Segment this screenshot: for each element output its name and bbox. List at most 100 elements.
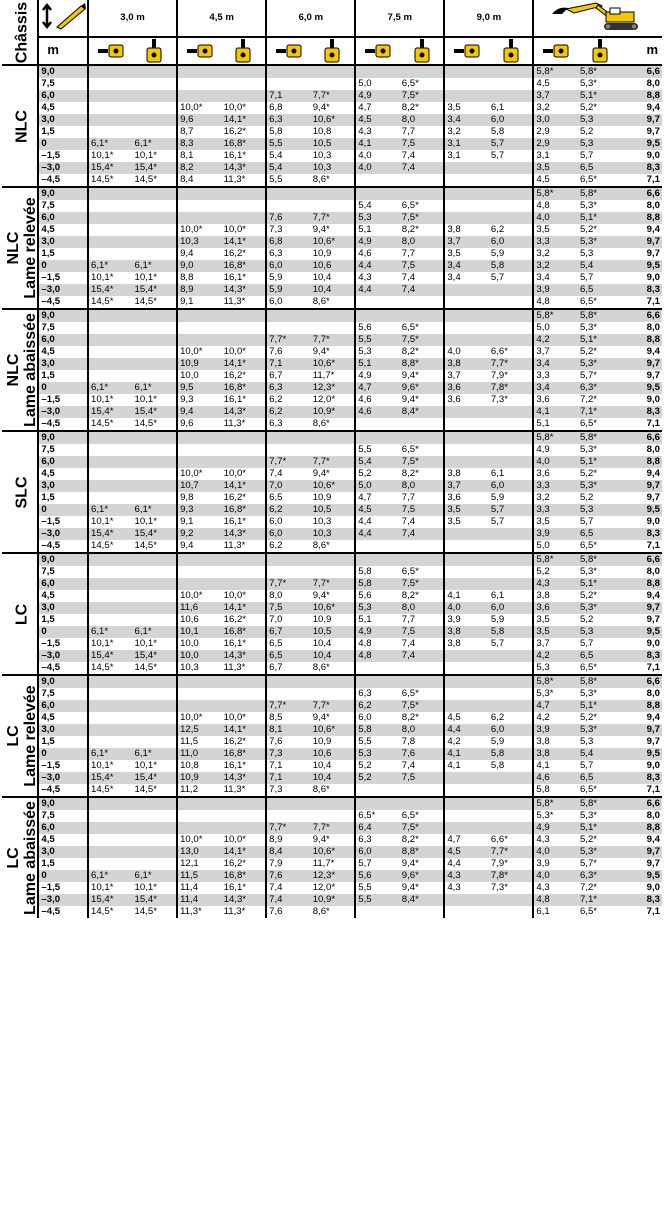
front-capacity-cell: 7,1 [266,90,311,102]
side-capacity-cell: 7,7 [399,126,446,138]
side-capacity-cell: 5,4 [577,260,623,272]
side-capacity-cell: 5,7 [488,504,535,516]
side-capacity-cell: 7,5* [399,578,446,590]
front-capacity-cell: 8,4 [266,846,311,858]
side-capacity-cell [221,822,268,834]
max-reach-cell: 8,0 [646,200,660,211]
height-cell: 4,5 [38,712,90,724]
side-capacity-cell: 16,2* [221,492,268,504]
front-capacity-cell [177,822,222,834]
height-cell: 3,0 [38,602,90,614]
front-capacity-cell: 2,9 [536,126,550,137]
side-capacity-cell: 10,9 [310,614,357,626]
side-capacity-cell: 6,5* [399,200,446,212]
height-cell: –1,5 [38,760,90,772]
front-capacity-cell [88,602,133,614]
side-capacity-cell: 5,1* [577,456,623,468]
side-capacity-cell [399,674,446,688]
front-capacity-cell: 4,9 [358,370,372,381]
table-row: 0 6,1* 6,1* 10,1 16,8* 6,7 10,5 4,9 7,5 3,8 5,8 3,5… [2,626,662,638]
front-capacity-cell [444,796,489,810]
front-capacity-cell [88,736,133,748]
side-capacity-cell [399,430,446,444]
front-capacity-cell: 3,3 [536,370,550,381]
front-capacity-cell: 4,2 [447,736,461,747]
side-capacity-cell: 5,2* [579,834,598,845]
front-capacity-cell: 4,6 [358,248,372,259]
front-capacity-cell [177,552,222,566]
side-capacity-cell: 6,5* [399,78,446,90]
table-row: 0 6,1* 6,1* 9,5 16,8* 6,3 12,3* 4,7 9,6* 3,6 7,8* 3… [2,382,662,394]
height-cell: 0 [38,138,90,150]
front-capacity-cell: 5,3 [536,662,550,673]
front-capacity-cell: 5,3 [355,748,400,760]
front-capacity-cell: 5,1 [358,614,372,625]
front-capacity-cell [444,334,489,346]
table-row: 6,0 7,6 7,7* 5,3 7,5* 4,0 5,1* 8,8 [2,212,662,224]
side-capacity-cell: 10,5 [310,138,357,150]
front-capacity-cell: 7,5 [266,602,311,614]
side-capacity-cell [132,78,179,90]
side-capacity-cell: 9,4* [310,712,357,724]
front-capacity-cell: 4,0 [358,150,372,161]
front-capacity-cell: 3,9 [533,284,578,296]
height-cell: –4,5 [38,296,90,309]
distance-header-1: 4,5 m [177,0,268,38]
front-capacity-cell [444,78,489,90]
front-capacity-cell: 9,4 [177,406,222,418]
front-capacity-cell: 5,5 [355,334,400,346]
side-capacity-cell [488,334,535,346]
side-capacity-cell: 5,3* [577,602,623,614]
front-capacity-cell [444,456,489,468]
side-capacity-cell: 12,3* [310,870,357,882]
front-capacity-cell: 3,6 [447,394,461,405]
side-capacity-cell: 9,4* [399,858,446,870]
front-capacity-cell: 4,5 [447,712,461,723]
side-capacity-cell: 5,8 [488,126,535,138]
side-capacity-cell: 11,7* [310,858,357,870]
front-capacity-cell: 8,9 [269,834,283,845]
side-capacity-cell: 6,5* [399,566,446,578]
max-reach-cell: 9,7 [622,358,662,370]
side-capacity-cell [221,578,268,590]
side-capacity-cell [488,784,535,797]
side-capacity-cell: 5,3* [579,322,598,333]
front-capacity-cell: 8,1 [180,150,194,161]
table-row: LC 9,0 5,8* 5,8* 6,6 [2,552,662,675]
height-cell: 9,0 [38,64,90,78]
max-reach-cell: 9,5 [622,382,662,394]
front-capacity-cell: 5,4 [358,200,372,211]
front-capacity-cell: 11,3* [180,906,202,917]
side-capacity-cell: 11,3* [221,906,268,918]
front-capacity-cell: 7,6 [266,212,311,224]
front-capacity-cell: 3,3 [533,480,578,492]
front-capacity-cell: 7,4 [269,882,283,893]
front-capacity-cell [177,212,222,224]
side-capacity-cell [488,308,535,322]
front-capacity-cell [88,334,133,346]
front-capacity-cell: 6,0 [358,712,372,723]
height-cell: 9,0 [38,308,90,322]
max-reach-cell: 9,5 [622,260,662,272]
front-capacity-cell: 3,2 [536,102,550,113]
side-capacity-cell: 10,1* [132,272,179,284]
front-capacity-cell: 9,1 [180,516,194,527]
front-capacity-cell: 6,0 [269,516,283,527]
height-cell: 1,5 [38,858,90,870]
side-capacity-cell [221,700,268,712]
side-capacity-cell [488,200,535,212]
side-capacity-cell: 6,5 [577,284,623,296]
front-capacity-cell: 5,3 [355,602,400,614]
front-capacity-cell [177,456,222,468]
front-capacity-cell [355,174,400,187]
front-capacity-cell [266,78,311,90]
side-capacity-cell: 10,6 [310,748,357,760]
side-capacity-cell [132,858,179,870]
front-capacity-cell: 3,5 [536,614,550,625]
side-capacity-cell: 6,3* [577,870,623,882]
side-capacity-cell: 9,4* [399,882,446,894]
distance-header-4: 9,0 m [444,0,535,38]
table-row: 7,5 5,0 6,5* 4,5 5,3* 8,0 [2,78,662,90]
side-capacity-cell: 11,3* [221,418,268,431]
front-capacity-cell: 4,5 [355,504,400,516]
